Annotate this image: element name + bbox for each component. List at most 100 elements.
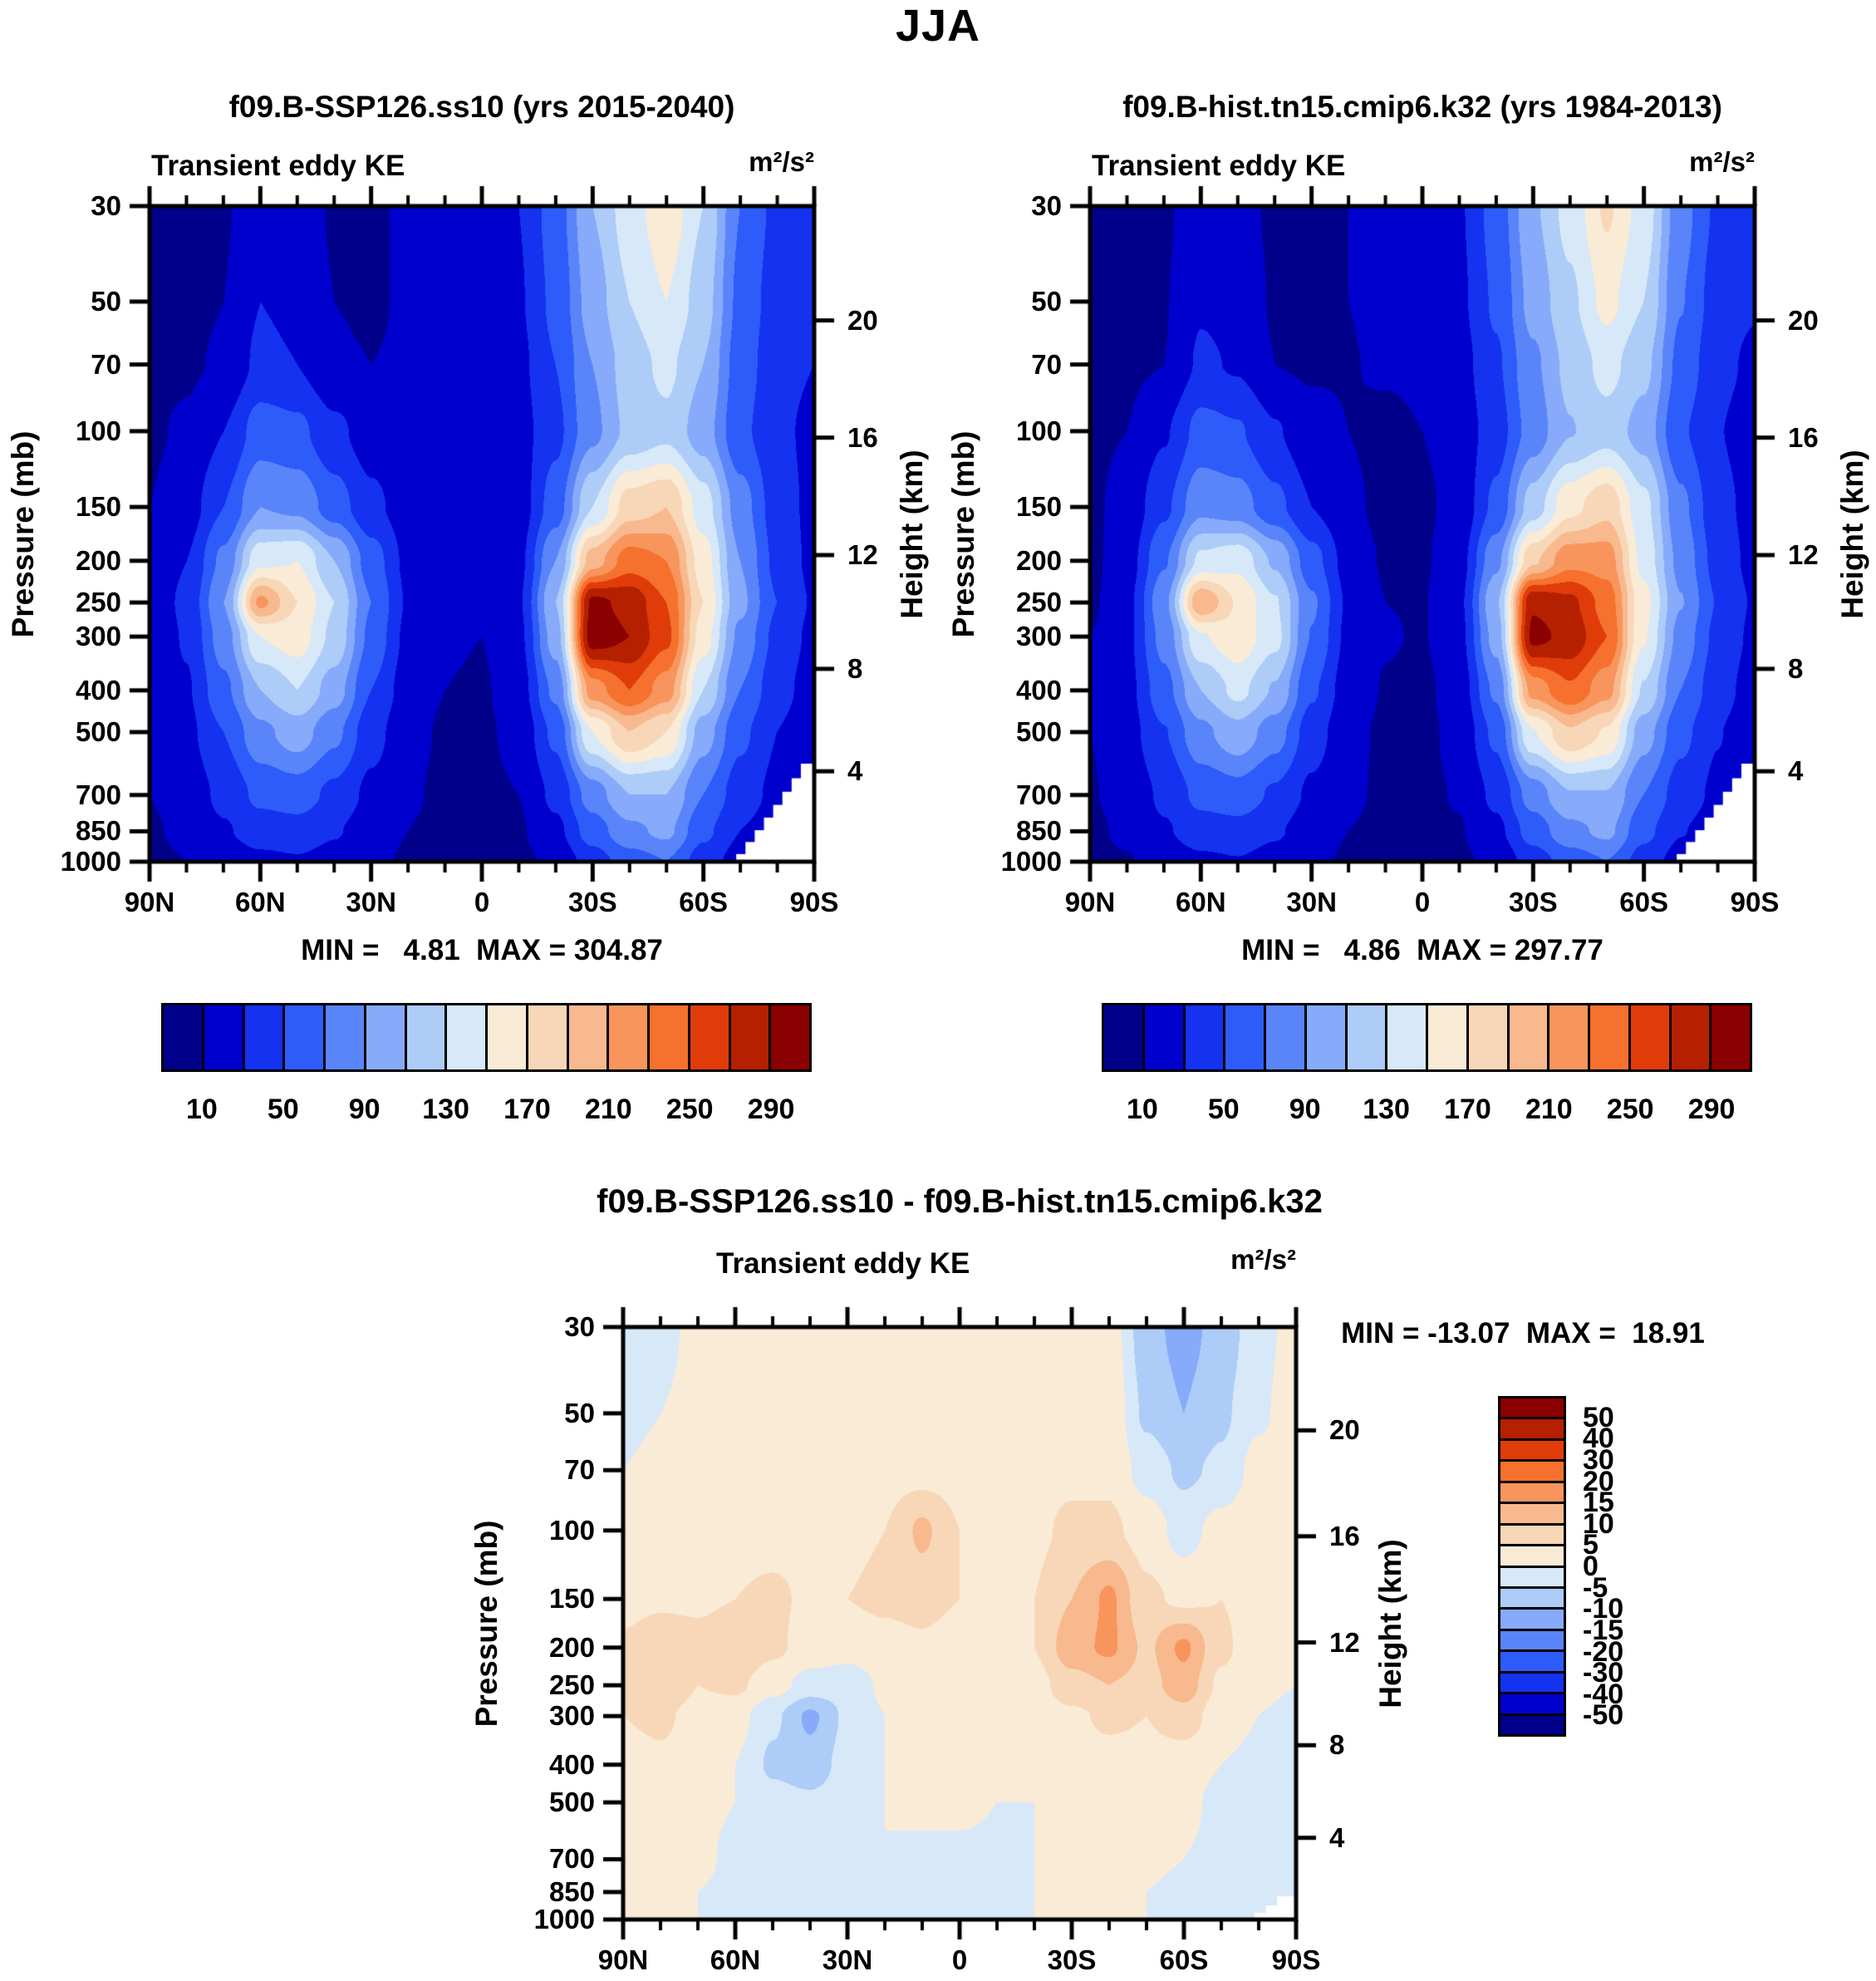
pressure-tick-label: 50	[91, 285, 121, 317]
colorbar-cell	[242, 1005, 283, 1069]
height-tick-label: 8	[1788, 652, 1804, 684]
colorbar-cell	[1344, 1005, 1386, 1069]
colorbar-tick-label: -30	[1583, 1657, 1624, 1689]
height-tick-label: 20	[847, 304, 878, 336]
pressure-tick-label: 250	[1015, 587, 1062, 618]
panel-b-units-label: m²/s²	[1689, 146, 1755, 177]
pressure-tick-label: 200	[1015, 544, 1062, 576]
latitude-tick-label: 30N	[822, 1944, 873, 1975]
colorbar-tick-label: 10	[186, 1094, 218, 1125]
pressure-tick-label: 500	[75, 716, 121, 748]
pressure-tick-label: 850	[75, 815, 121, 847]
contour-canvas-diff	[595, 1299, 1324, 1948]
pressure-tick-label: 850	[1015, 815, 1062, 847]
colorbar-cell	[1142, 1005, 1183, 1069]
panel-c-units-label: m²/s²	[1230, 1244, 1296, 1275]
colorbar-cell	[1385, 1005, 1426, 1069]
pressure-tick-label: 50	[1031, 285, 1062, 317]
colorbar-cell	[647, 1005, 688, 1069]
colorbar-cell	[1182, 1005, 1224, 1069]
colorbar-cell	[485, 1005, 526, 1069]
colorbar-cell	[1426, 1005, 1466, 1069]
height-tick-label: 20	[1329, 1414, 1360, 1446]
colorbar-cell	[1500, 1522, 1564, 1545]
colorbar-tick-label: 0	[1583, 1551, 1599, 1582]
colorbar-tick-label: 50	[1207, 1094, 1240, 1125]
colorbar-cell	[1500, 1459, 1564, 1481]
colorbar-cell	[728, 1005, 769, 1069]
pressure-tick-label: 100	[548, 1514, 595, 1546]
colorbar-cell	[566, 1005, 607, 1069]
colorbar-cell	[1709, 1005, 1750, 1069]
latitude-tick-label: 0	[1414, 887, 1431, 917]
latitude-tick-label: 30S	[1047, 1944, 1097, 1975]
pressure-tick-label: 700	[548, 1843, 595, 1875]
colorbar-cell	[1500, 1692, 1564, 1713]
pressure-tick-label: 250	[548, 1669, 595, 1701]
pressure-tick-label: 400	[1015, 674, 1062, 705]
colorbar-cell	[1264, 1005, 1304, 1069]
colorbar-cell	[1304, 1005, 1345, 1069]
pressure-tick-label: 100	[1015, 415, 1062, 446]
latitude-tick-label: 60S	[679, 887, 729, 917]
height-tick-label: 4	[847, 755, 863, 787]
latitude-tick-label: 60N	[235, 887, 286, 917]
colorbar-tick-label: 210	[1525, 1094, 1573, 1125]
latitude-tick-label: 30S	[567, 887, 617, 917]
latitude-tick-label: 0	[951, 1944, 968, 1975]
pressure-tick-label: 300	[548, 1700, 595, 1732]
colorbar-tick-label: -20	[1583, 1635, 1624, 1668]
colorbar-cell	[1500, 1398, 1564, 1418]
latitude-tick-label: 90S	[789, 887, 839, 917]
colorbar-cell	[1500, 1417, 1564, 1438]
colorbar-tick-label: 290	[747, 1094, 795, 1125]
pressure-tick-label: 150	[548, 1583, 595, 1615]
colorbar-cell	[1500, 1628, 1564, 1650]
height-tick-label: 8	[1329, 1729, 1345, 1761]
panel-b-minmax: MIN = 4.86 MAX = 297.77	[1241, 934, 1603, 966]
colorbar-cell	[1506, 1005, 1548, 1069]
latitude-tick-label: 60N	[710, 1944, 761, 1975]
height-tick-label: 12	[1788, 539, 1819, 570]
colorbar-cell	[1500, 1502, 1564, 1523]
colorbar-cell	[1223, 1005, 1264, 1069]
pressure-tick-label: 70	[1031, 348, 1062, 380]
latitude-tick-label: 90N	[124, 887, 175, 917]
pressure-tick-label: 700	[75, 779, 121, 810]
pressure-tick-label: 30	[564, 1311, 595, 1342]
colorbar-tick-label: 290	[1687, 1094, 1736, 1125]
colorbar-cell	[1628, 1005, 1669, 1069]
pressure-tick-label: 500	[1015, 716, 1062, 748]
pressure-tick-label: 30	[1031, 190, 1062, 221]
colorbar-tick-label: 90	[1289, 1094, 1321, 1125]
colorbar-cell	[607, 1005, 647, 1069]
colorbar-cell	[363, 1005, 405, 1069]
colorbar-tick-label: 170	[503, 1094, 551, 1125]
colorbar-tick-label: -5	[1583, 1571, 1608, 1604]
colorbar-tick-label: 210	[584, 1094, 632, 1125]
height-tick-label: 20	[1788, 304, 1819, 336]
latitude-tick-label: 90S	[1730, 887, 1780, 917]
latitude-tick-label: 30N	[346, 887, 396, 917]
height-tick-label: 12	[847, 539, 878, 570]
latitude-tick-label: 90N	[597, 1944, 649, 1975]
colorbar-tick-label: 250	[665, 1094, 714, 1125]
colorbar-tick-label: 170	[1444, 1094, 1491, 1125]
pressure-tick-label: 70	[91, 348, 121, 380]
contour-canvas-ssp126	[121, 178, 842, 890]
colorbar-cell	[1500, 1713, 1564, 1734]
colorbar-tick-label: 30	[1583, 1443, 1614, 1476]
height-tick-label: 16	[847, 421, 878, 453]
colorbar-cell	[1500, 1544, 1564, 1566]
colorbar-ke-a	[161, 1003, 812, 1072]
panel-b-title: f09.B-hist.tn15.cmip6.k32 (yrs 1984-2013…	[1122, 90, 1722, 124]
height-tick-label: 4	[1788, 755, 1804, 787]
pressure-tick-label: 100	[75, 415, 121, 446]
colorbar-cell	[1668, 1005, 1710, 1069]
panel-b-field-label: Transient eddy KE	[1092, 150, 1346, 182]
panel-c-field-label: Transient eddy KE	[716, 1247, 970, 1280]
colorbar-cell	[525, 1005, 567, 1069]
pressure-tick-label: 400	[548, 1748, 595, 1780]
colorbar-cell	[282, 1005, 323, 1069]
pressure-tick-label: 30	[91, 190, 121, 221]
